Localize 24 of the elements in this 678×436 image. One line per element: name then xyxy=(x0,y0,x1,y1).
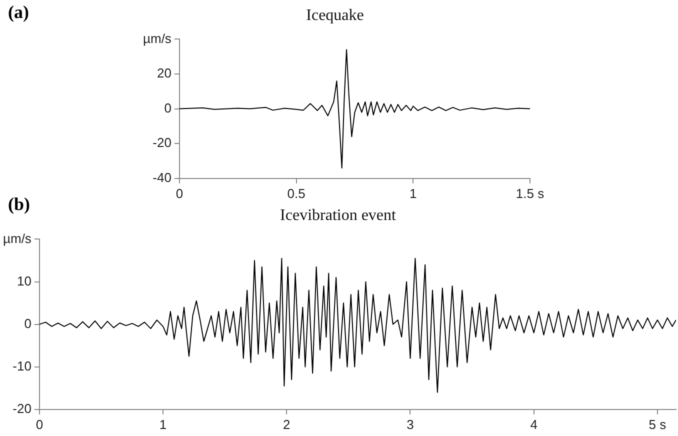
x-tick-label: 1 xyxy=(410,186,417,201)
x-tick-label: 0.5 xyxy=(287,186,306,201)
x-tick-label: 3 xyxy=(406,416,414,432)
y-tick-label: µm/s xyxy=(142,30,172,46)
text: (a) xyxy=(8,2,29,23)
text: (b) xyxy=(8,194,30,215)
y-tick-label: 10 xyxy=(16,273,32,288)
y-tick-label: -40 xyxy=(152,170,172,185)
chart-title: Icevibration event xyxy=(280,206,397,224)
y-tick-label: 20 xyxy=(156,66,172,81)
x-tick-label: 1 xyxy=(159,416,167,432)
x-tick-label: 2 xyxy=(283,416,290,432)
x-tick-label: 1.5 s xyxy=(516,186,545,201)
chart-title: Icequake xyxy=(306,6,364,24)
y-tick-label: -20 xyxy=(152,135,172,150)
x-tick-label: 0 xyxy=(176,186,184,201)
x-tick-label: 4 xyxy=(530,416,538,432)
y-tick-label: -10 xyxy=(12,358,32,374)
y-tick-label: 0 xyxy=(164,100,172,116)
y-tick-label: -20 xyxy=(12,400,32,416)
x-tick-label: 5 s xyxy=(648,416,667,432)
x-tick-label: 0 xyxy=(36,416,44,432)
y-tick-label: 0 xyxy=(24,316,32,331)
y-tick-label: µm/s xyxy=(2,230,32,246)
